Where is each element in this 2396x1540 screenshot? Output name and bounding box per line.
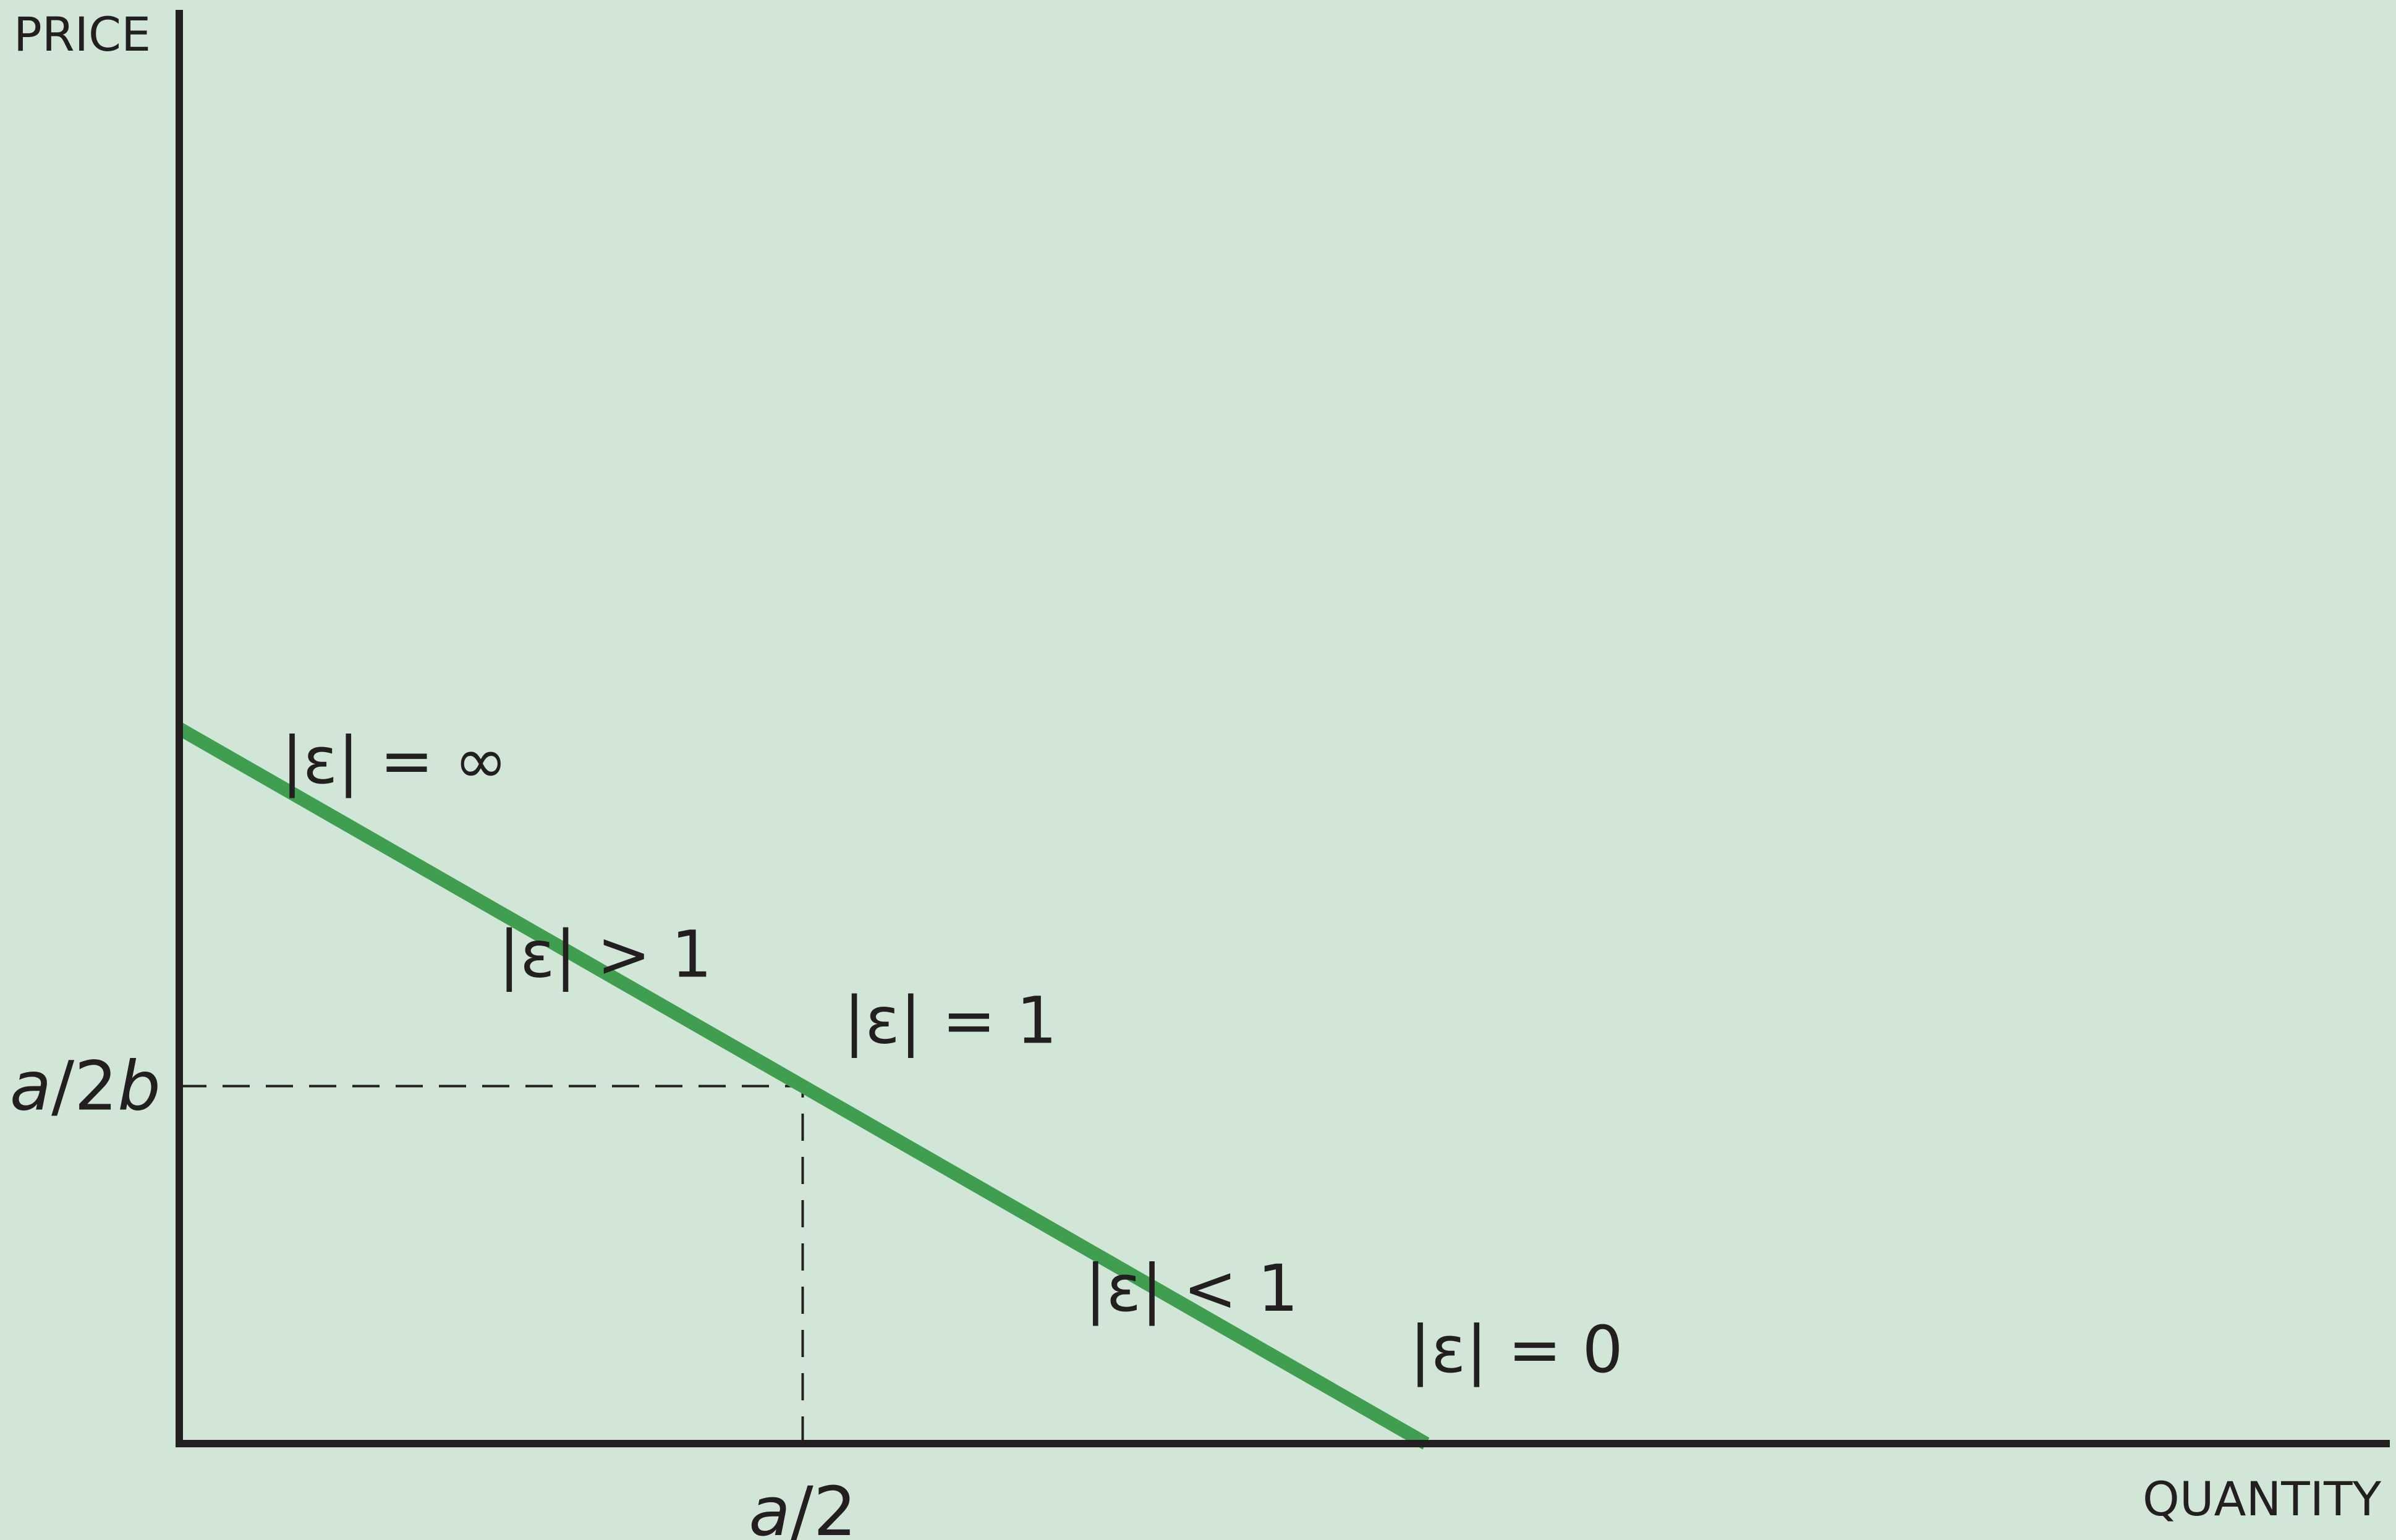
elasticity-unit-label: |ε| = 1	[843, 983, 1057, 1059]
x-axis-title: QUANTITY	[2143, 1471, 2382, 1526]
elasticity-inelastic-label: |ε| < 1	[1085, 1251, 1299, 1326]
x-tick-label-rest: /2	[791, 1472, 857, 1540]
y-tick-label-italic-a: a	[10, 1047, 51, 1126]
x-tick-label: a/2	[749, 1472, 856, 1540]
y-axis-title: PRICE	[14, 7, 151, 62]
y-tick-label-mid: /2	[51, 1047, 117, 1126]
elasticity-elastic-label: |ε| > 1	[498, 916, 712, 992]
demand-curve	[176, 722, 1430, 1450]
elasticity-zero-label: |ε| = 0	[1409, 1312, 1623, 1387]
x-tick-label-italic-a: a	[749, 1472, 790, 1540]
y-tick-label-italic-b: b	[117, 1047, 161, 1126]
elasticity-annotations: |ε| = ∞ |ε| > 1 |ε| = 1 |ε| < 1 |ε| = 0	[281, 723, 1623, 1387]
elasticity-infinite-label: |ε| = ∞	[281, 723, 508, 798]
y-tick-label: a/2b	[10, 1047, 161, 1126]
